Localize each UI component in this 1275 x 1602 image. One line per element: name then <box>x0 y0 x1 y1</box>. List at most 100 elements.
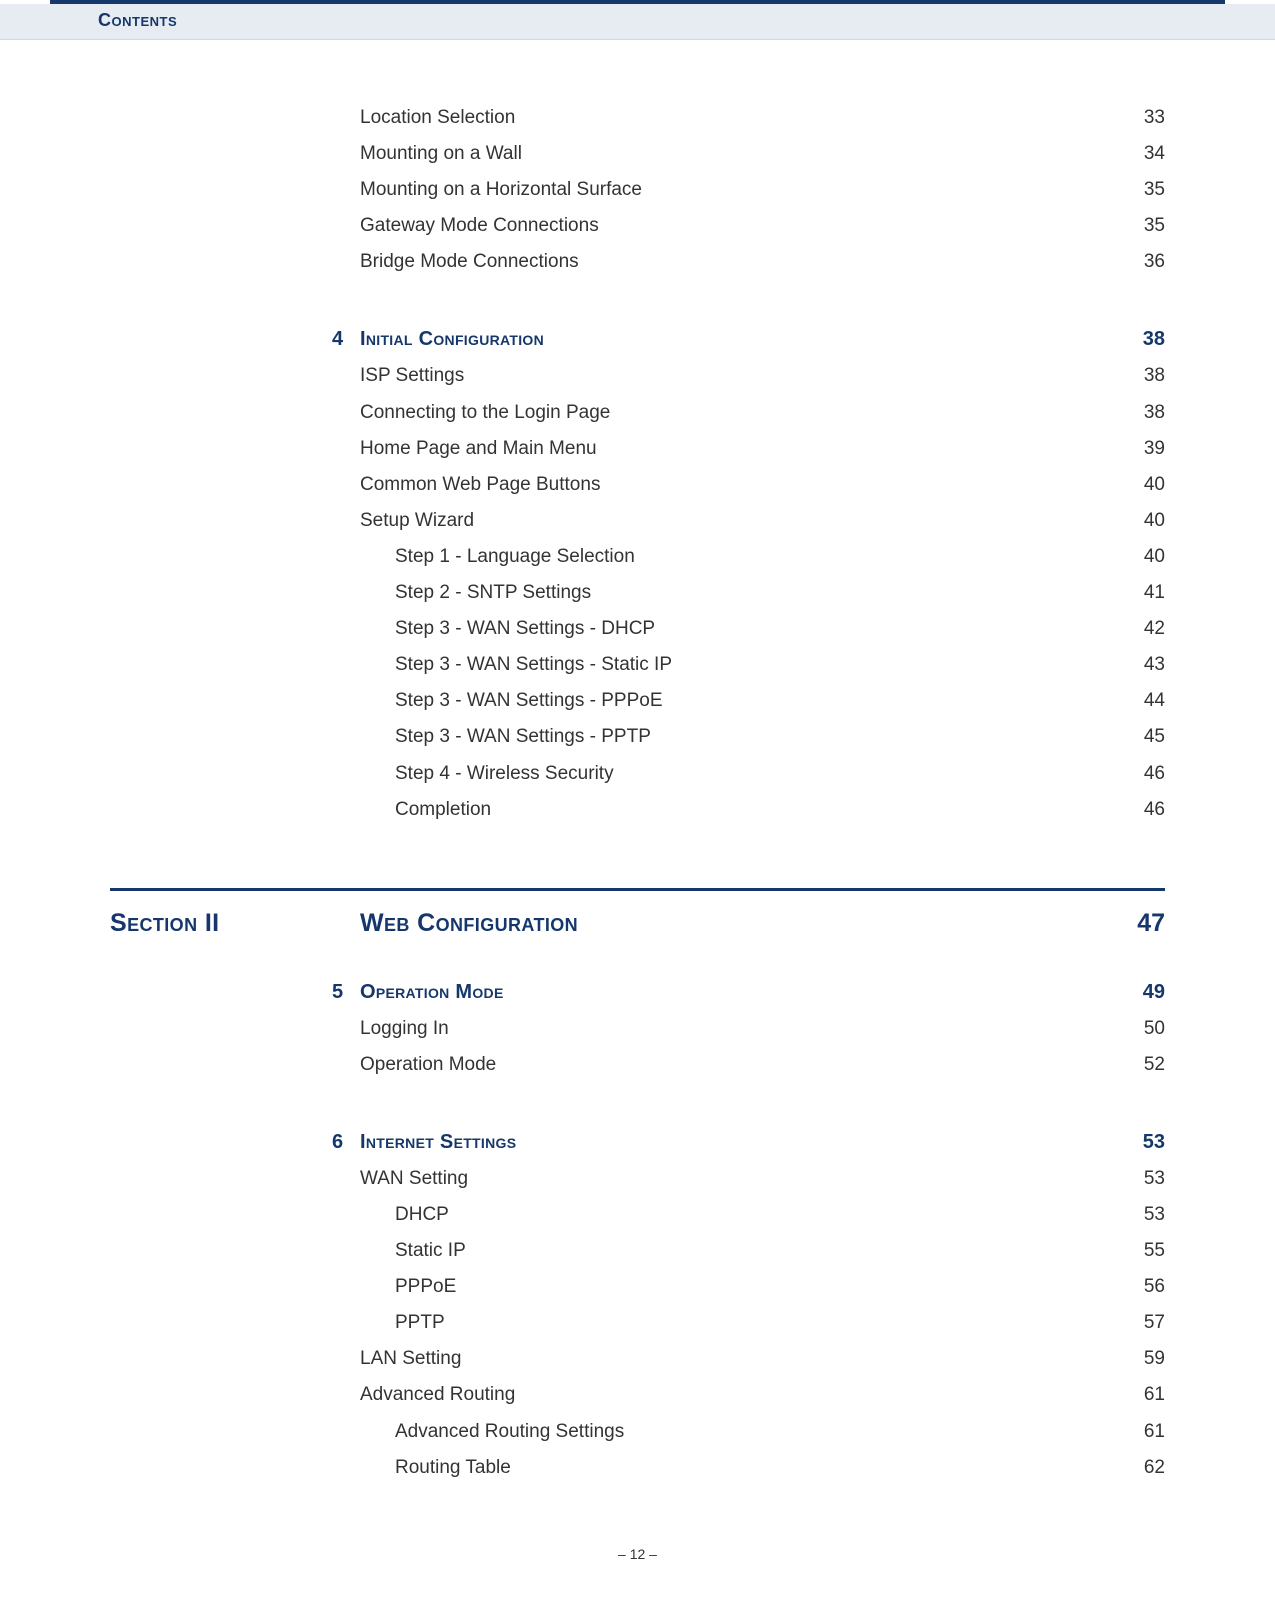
toc-entry[interactable]: Step 3 - WAN Settings - Static IP 43 <box>110 647 1165 683</box>
toc-label: Mounting on a Horizontal Surface <box>360 172 642 208</box>
toc-label: Logging In <box>360 1011 449 1047</box>
toc-entry[interactable]: Operation Mode 52 <box>110 1047 1165 1083</box>
chapter-page: 53 <box>1143 1123 1165 1161</box>
chapter-title: Operation Mode <box>110 973 504 1011</box>
toc-entry[interactable]: Logging In50 <box>110 1011 1165 1047</box>
chapter-heading[interactable]: 4 Initial Configuration 38 <box>110 320 1165 358</box>
toc-page: 61 <box>1124 1414 1165 1450</box>
section-divider <box>110 888 1165 891</box>
toc-label: Routing Table <box>395 1450 511 1486</box>
toc-entry[interactable]: Step 3 - WAN Settings - PPPoE44 <box>110 683 1165 719</box>
toc-label: Step 3 - WAN Settings - Static IP <box>395 647 672 683</box>
section-label: Section II <box>110 903 360 943</box>
toc-page: 53 <box>1124 1161 1165 1197</box>
toc-page: 35 <box>1124 172 1165 208</box>
toc-entry[interactable]: Setup Wizard 40 <box>110 503 1165 539</box>
toc-label: Step 2 - SNTP Settings <box>395 575 591 611</box>
toc-entry[interactable]: Mounting on a Wall 34 <box>110 136 1165 172</box>
toc-entry[interactable]: Completion46 <box>110 792 1165 828</box>
chapter-title: Internet Settings <box>110 1123 516 1161</box>
toc-page: 39 <box>1124 431 1165 467</box>
toc-label: Operation Mode <box>360 1047 496 1083</box>
toc-label: Home Page and Main Menu <box>360 431 597 467</box>
toc-entry[interactable]: Step 2 - SNTP Settings 41 <box>110 575 1165 611</box>
toc-page: 59 <box>1124 1341 1165 1377</box>
toc-entry[interactable]: LAN Setting59 <box>110 1341 1165 1377</box>
toc-label: Location Selection <box>360 100 515 136</box>
toc-label: Common Web Page Buttons <box>360 467 600 503</box>
toc-label: DHCP <box>395 1197 449 1233</box>
toc-page: 34 <box>1124 136 1165 172</box>
page-number: – 12 – <box>618 1546 657 1562</box>
toc-label: ISP Settings <box>360 358 464 394</box>
toc-entry[interactable]: PPPoE56 <box>110 1269 1165 1305</box>
chapter-heading[interactable]: 5 Operation Mode 49 <box>110 973 1165 1011</box>
toc-entry[interactable]: Step 3 - WAN Settings - DHCP 42 <box>110 611 1165 647</box>
toc-label: PPTP <box>395 1305 445 1341</box>
toc-entry[interactable]: Connecting to the Login Page 38 <box>110 395 1165 431</box>
chapter-heading[interactable]: 6 Internet Settings 53 <box>110 1123 1165 1161</box>
toc-entry[interactable]: Home Page and Main Menu 39 <box>110 431 1165 467</box>
header-title: Contents <box>98 10 1235 31</box>
toc-page: 45 <box>1124 719 1165 755</box>
toc-page: 33 <box>1124 100 1165 136</box>
toc-entry[interactable]: PPTP 57 <box>110 1305 1165 1341</box>
toc-entry[interactable]: Step 3 - WAN Settings - PPTP45 <box>110 719 1165 755</box>
toc-page: 35 <box>1124 208 1165 244</box>
header-band: Contents <box>0 4 1275 40</box>
toc-entry[interactable]: ISP Settings 38 <box>110 358 1165 394</box>
chapter-title: Initial Configuration <box>110 320 544 358</box>
toc-page: 38 <box>1124 395 1165 431</box>
toc-label: Step 3 - WAN Settings - DHCP <box>395 611 655 647</box>
toc-label: Bridge Mode Connections <box>360 244 579 280</box>
toc-page: 55 <box>1124 1233 1165 1269</box>
toc-page: 62 <box>1124 1450 1165 1486</box>
toc-entry[interactable]: Step 4 - Wireless Security 46 <box>110 756 1165 792</box>
toc-page: 46 <box>1124 756 1165 792</box>
toc-label: Setup Wizard <box>360 503 474 539</box>
chapter-number: 4 <box>332 320 343 358</box>
toc-entry[interactable]: DHCP 53 <box>110 1197 1165 1233</box>
toc-label: Gateway Mode Connections <box>360 208 599 244</box>
toc-entry[interactable]: Static IP 55 <box>110 1233 1165 1269</box>
toc-label: Connecting to the Login Page <box>360 395 610 431</box>
toc-page: 46 <box>1124 792 1165 828</box>
toc-label: Advanced Routing <box>360 1377 515 1413</box>
toc-label: Step 3 - WAN Settings - PPPoE <box>395 683 663 719</box>
toc-page: 40 <box>1124 539 1165 575</box>
toc-page: 40 <box>1124 467 1165 503</box>
toc-label: WAN Setting <box>360 1161 468 1197</box>
toc-entry[interactable]: Bridge Mode Connections 36 <box>110 244 1165 280</box>
toc-entry[interactable]: WAN Setting 53 <box>110 1161 1165 1197</box>
toc-page: 53 <box>1124 1197 1165 1233</box>
toc-entry[interactable]: Common Web Page Buttons 40 <box>110 467 1165 503</box>
toc-label: PPPoE <box>395 1269 456 1305</box>
toc-entry[interactable]: Mounting on a Horizontal Surface 35 <box>110 172 1165 208</box>
section-heading[interactable]: Section II Web Configuration 47 <box>110 903 1165 943</box>
page-footer: – 12 – <box>50 1546 1225 1562</box>
toc-label: Mounting on a Wall <box>360 136 522 172</box>
toc-label: Advanced Routing Settings <box>395 1414 624 1450</box>
toc-content: Location Selection 33 Mounting on a Wall… <box>110 100 1165 1486</box>
toc-page: 42 <box>1124 611 1165 647</box>
toc-page: 52 <box>1124 1047 1165 1083</box>
toc-entry[interactable]: Location Selection 33 <box>110 100 1165 136</box>
toc-entry[interactable]: Advanced Routing 61 <box>110 1377 1165 1413</box>
toc-entry[interactable]: Advanced Routing Settings 61 <box>110 1414 1165 1450</box>
toc-page: 57 <box>1124 1305 1165 1341</box>
toc-page: 43 <box>1124 647 1165 683</box>
toc-label: Step 4 - Wireless Security <box>395 756 614 792</box>
toc-page: 40 <box>1124 503 1165 539</box>
toc-page: 41 <box>1124 575 1165 611</box>
toc-entry[interactable]: Gateway Mode Connections 35 <box>110 208 1165 244</box>
toc-label: Static IP <box>395 1233 466 1269</box>
toc-label: Step 1 - Language Selection <box>395 539 635 575</box>
toc-entry[interactable]: Step 1 - Language Selection 40 <box>110 539 1165 575</box>
chapter-page: 38 <box>1143 320 1165 358</box>
toc-entry[interactable]: Routing Table 62 <box>110 1450 1165 1486</box>
toc-page: 61 <box>1124 1377 1165 1413</box>
toc-page: 38 <box>1124 358 1165 394</box>
chapter-number: 5 <box>332 973 343 1011</box>
chapter-number: 6 <box>332 1123 343 1161</box>
page: Contents Location Selection 33 Mounting … <box>0 0 1275 1602</box>
